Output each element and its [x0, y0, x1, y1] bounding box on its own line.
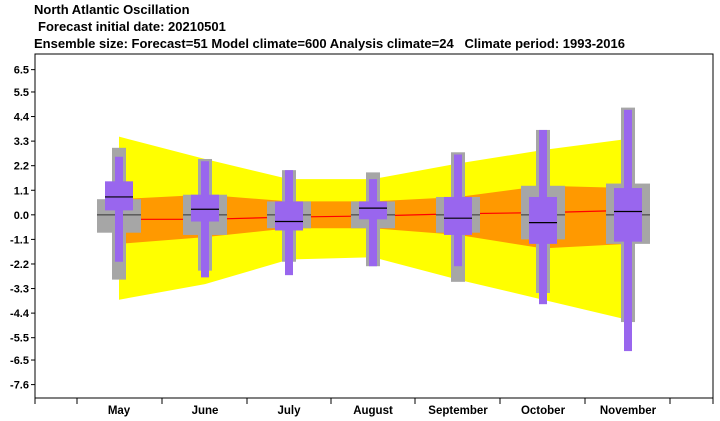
y-tick-label-7: -1.1: [10, 234, 29, 246]
y-tick-label-0: 6.5: [14, 65, 29, 77]
month-group-july: [267, 170, 311, 276]
x-tick-label-november: November: [600, 405, 657, 417]
month-group-october: [521, 129, 565, 305]
x-tick-label-august: August: [353, 405, 393, 417]
y-tick-label-5: 1.1: [14, 185, 29, 197]
month-group-june: [183, 158, 227, 278]
y-tick-label-3: 3.3: [14, 136, 29, 148]
chart-info-line: Ensemble size: Forecast=51 Model climate…: [34, 36, 625, 51]
forecast-whisker: [369, 179, 377, 267]
month-group-september: [436, 152, 480, 282]
x-tick-label-july: July: [277, 405, 301, 417]
x-tick-label-october: October: [521, 405, 566, 417]
x-tick-label-september: September: [428, 405, 488, 417]
y-tick-label-1: 5.5: [14, 87, 29, 99]
x-tick-label-may: May: [108, 405, 131, 417]
forecast-box: [191, 194, 219, 222]
y-tick-label-4: 2.2: [14, 161, 29, 173]
y-tick-label-2: 4.4: [14, 112, 30, 124]
chart-title: North Atlantic Oscillation: [34, 2, 190, 17]
month-group-november: [606, 107, 650, 352]
forecast-box: [359, 201, 387, 220]
forecast-box: [529, 196, 557, 244]
y-tick-label-6: 0.0: [14, 210, 29, 222]
forecast-box: [614, 188, 642, 242]
y-tick-label-9: -3.3: [10, 284, 29, 296]
y-tick-label-8: -2.2: [10, 259, 29, 271]
forecast-box: [105, 181, 133, 211]
y-tick-label-11: -5.5: [10, 333, 29, 345]
month-group-may: [97, 147, 141, 280]
y-tick-label-10: -4.4: [10, 308, 30, 320]
y-tick-label-13: -7.6: [10, 380, 29, 392]
plot-area: 6.5 5.5 4.4 3.3 2.2 1.1 0.0 -1.1 -2.2 -3.3 -4.4 -5.…: [10, 53, 714, 417]
chart-subtitle: Forecast initial date: 20210501: [38, 19, 226, 34]
x-tick-label-june: June: [192, 405, 219, 417]
y-tick-label-12: -6.5: [10, 355, 29, 367]
forecast-box: [275, 201, 303, 231]
month-group-august: [351, 172, 395, 267]
forecast-box: [444, 196, 472, 235]
